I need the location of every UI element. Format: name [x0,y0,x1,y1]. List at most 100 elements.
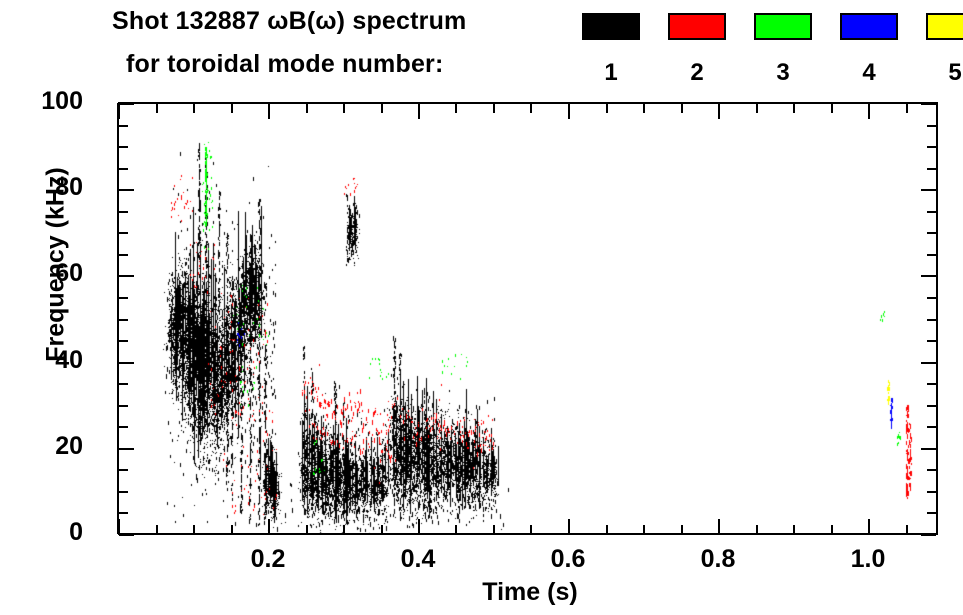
xtick-top-0.70 [643,104,645,113]
ytick-80 [119,189,134,191]
xtick-top-0.50 [493,104,495,113]
ytick-95 [119,125,128,127]
ytick-70 [119,232,128,234]
ytick-30 [119,405,128,407]
ytick-right-35 [927,383,936,385]
y-tick-label-100: 100 [41,87,83,115]
ytick-right-85 [927,168,936,170]
xtick-0.25 [306,525,308,534]
x-tick-label-0.6: 0.6 [550,545,586,573]
x-tick-label-0.8: 0.8 [700,545,736,573]
ytick-right-60 [921,275,936,277]
plot-area [118,103,937,534]
legend-label-4: 4 [862,59,876,86]
xtick-top-0.75 [681,104,683,113]
ytick-right-5 [927,512,936,514]
xtick-top-1.05 [906,104,908,113]
spectrogram-canvas [118,103,937,534]
xtick-0.10 [193,525,195,534]
ytick-right-40 [921,362,936,364]
xtick-1.00 [868,519,870,534]
x-tick-label-0.2: 0.2 [250,545,286,573]
legend-swatch-5 [926,13,963,40]
ytick-right-80 [921,189,936,191]
xtick-top-0.10 [193,104,195,113]
axis-right [936,103,938,534]
ytick-35 [119,383,128,385]
xtick-0.40 [418,519,420,534]
xtick-top-0.30 [343,104,345,113]
x-tick-label-0.4: 0.4 [400,545,436,573]
xtick-top-0.25 [306,104,308,113]
xtick-top-0.20 [268,104,270,119]
xtick-0.80 [718,519,720,534]
y-axis-title: Frequency (kHz) [41,167,70,362]
ytick-right-90 [927,146,936,148]
ytick-right-10 [927,491,936,493]
ytick-right-25 [927,426,936,428]
xtick-0.35 [381,525,383,534]
xtick-0.30 [343,525,345,534]
x-axis-title: Time (s) [482,578,578,606]
xtick-top-0.95 [831,104,833,113]
xtick-0.15 [231,525,233,534]
ytick-0 [119,534,134,536]
x-tick-label-1.0: 1.0 [850,545,886,573]
xtick-0.60 [568,519,570,534]
ytick-right-30 [927,405,936,407]
ytick-40 [119,362,134,364]
legend-swatch-1 [582,13,640,40]
xtick-top-0.65 [606,104,608,113]
xtick-top-0.40 [418,104,420,119]
ytick-15 [119,469,128,471]
legend-swatch-3 [754,13,812,40]
y-tick-label-40: 40 [55,345,83,374]
ytick-25 [119,426,128,428]
ytick-5 [119,512,128,514]
ytick-85 [119,168,128,170]
ytick-100 [119,103,134,105]
axis-bottom [118,533,938,535]
axis-left [117,103,119,534]
ytick-20 [119,448,134,450]
xtick-top-0.60 [568,104,570,119]
xtick-top-0.45 [455,104,457,113]
ytick-50 [119,319,128,321]
legend-label-1: 1 [604,59,618,86]
xtick-top-0.85 [756,104,758,113]
ytick-65 [119,254,128,256]
y-tick-label-60: 60 [55,259,83,288]
xtick-0.00 [118,519,120,534]
xtick-0.70 [643,525,645,534]
xtick-0.05 [156,525,158,534]
xtick-top-0.15 [231,104,233,113]
axis-top [118,102,938,104]
xtick-top-0.80 [718,104,720,119]
ytick-right-95 [927,125,936,127]
y-tick-label-20: 20 [55,431,83,460]
ytick-right-75 [927,211,936,213]
legend: 1 2 3 4 5 [582,11,963,89]
ytick-right-0 [921,534,936,536]
xtick-0.90 [793,525,795,534]
xtick-0.55 [530,525,532,534]
figure-title-line-2: for toroidal mode number: [126,50,444,78]
figure-title-line-1: Shot 132887 ωB(ω) spectrum [112,7,467,35]
legend-label-3: 3 [776,59,790,86]
ytick-right-100 [921,103,936,105]
legend-label-2: 2 [690,59,704,86]
xtick-0.85 [756,525,758,534]
ytick-60 [119,275,134,277]
legend-swatch-4 [840,13,898,40]
xtick-0.65 [606,525,608,534]
ytick-right-15 [927,469,936,471]
ytick-right-50 [927,319,936,321]
ytick-75 [119,211,128,213]
legend-label-5: 5 [948,59,962,86]
xtick-top-0.05 [156,104,158,113]
y-tick-label-80: 80 [55,173,83,202]
ytick-right-65 [927,254,936,256]
ytick-45 [119,340,128,342]
legend-swatch-2 [668,13,726,40]
